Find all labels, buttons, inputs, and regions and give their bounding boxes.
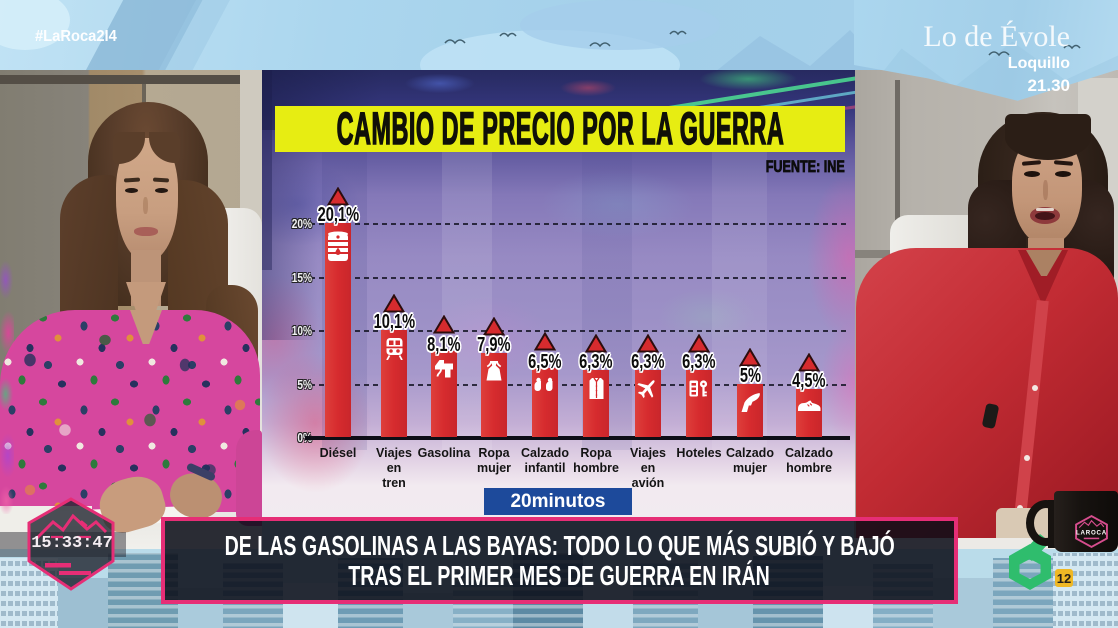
svg-text:LAROCA: LAROCA (1076, 530, 1107, 537)
